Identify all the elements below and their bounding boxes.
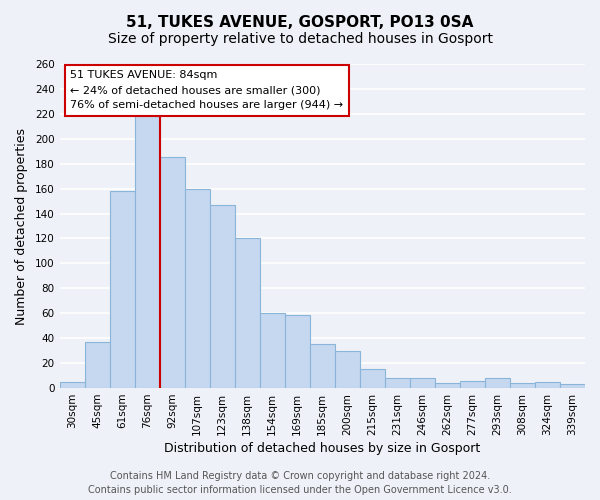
Bar [285,314,310,388]
Bar [335,350,360,388]
Bar [360,370,385,388]
Bar [59,382,85,388]
Bar [435,383,460,388]
Bar [410,378,435,388]
Bar [235,238,260,388]
Bar [209,205,235,388]
Bar [260,314,285,388]
Bar [160,158,185,388]
Bar [134,116,160,388]
Text: 51 TUKES AVENUE: 84sqm
← 24% of detached houses are smaller (300)
76% of semi-de: 51 TUKES AVENUE: 84sqm ← 24% of detached… [70,70,343,110]
Text: Contains HM Land Registry data © Crown copyright and database right 2024.
Contai: Contains HM Land Registry data © Crown c… [88,471,512,495]
Bar [460,380,485,388]
Bar [185,188,209,388]
Bar [110,191,134,388]
Bar [85,342,110,388]
X-axis label: Distribution of detached houses by size in Gosport: Distribution of detached houses by size … [164,442,481,455]
Bar [535,382,560,388]
Y-axis label: Number of detached properties: Number of detached properties [15,128,28,324]
Text: 51, TUKES AVENUE, GOSPORT, PO13 0SA: 51, TUKES AVENUE, GOSPORT, PO13 0SA [127,15,473,30]
Bar [485,378,510,388]
Text: Size of property relative to detached houses in Gosport: Size of property relative to detached ho… [107,32,493,46]
Bar [510,383,535,388]
Bar [385,378,410,388]
Bar [560,384,585,388]
Bar [310,344,335,388]
